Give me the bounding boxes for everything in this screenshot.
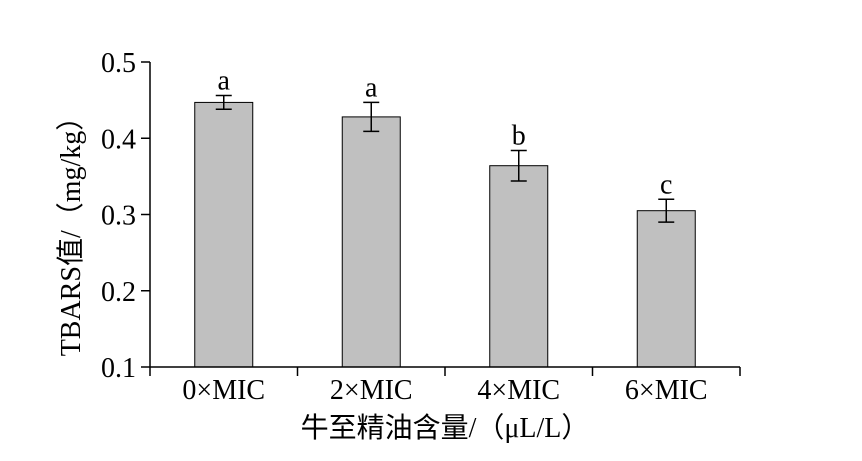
y-tick-label: 0.2	[101, 277, 136, 308]
bar	[489, 165, 549, 368]
significance-label: a	[365, 72, 378, 103]
y-tick-label: 0.4	[101, 124, 136, 155]
y-axis-ticks: 0.1 0.2 0.3 0.4 0.5	[101, 48, 150, 384]
significance-label: b	[512, 120, 526, 151]
bar	[636, 210, 696, 368]
significance-labels: a a b c	[218, 66, 673, 201]
significance-label: a	[218, 66, 231, 97]
x-tick-label: 0×MIC	[182, 375, 265, 406]
bars	[194, 101, 696, 368]
y-tick-label: 0.1	[101, 353, 136, 384]
error-bars	[215, 94, 675, 223]
x-tick-label: 4×MIC	[477, 375, 560, 406]
x-axis-ticks: 0×MIC 2×MIC 4×MIC 6×MIC	[149, 367, 741, 406]
x-tick-label: 2×MIC	[330, 375, 413, 406]
bar	[194, 101, 254, 368]
y-tick-label: 0.5	[101, 48, 136, 79]
y-tick-label: 0.3	[101, 201, 136, 232]
x-tick-label: 6×MIC	[625, 375, 708, 406]
significance-label: c	[660, 169, 672, 200]
x-axis-title: 牛至精油含量/（μL/L）	[301, 412, 590, 444]
bar	[341, 116, 401, 368]
y-axis-title: TBARS值/（mg/kg）	[55, 103, 87, 357]
